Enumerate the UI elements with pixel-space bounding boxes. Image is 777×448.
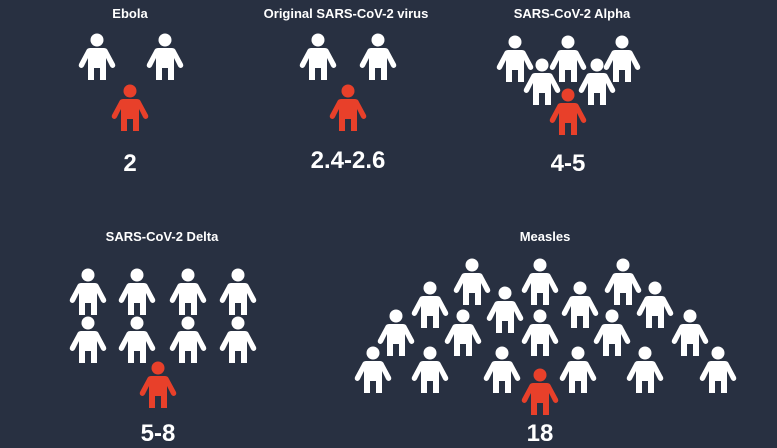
person-icon-contact	[144, 33, 186, 81]
person-icon-contact	[375, 309, 417, 357]
r0-value-alpha: 4-5	[550, 150, 586, 177]
person-icon-contact	[559, 281, 601, 329]
person-icon-contact	[547, 35, 589, 83]
person-icon-contact	[484, 286, 526, 334]
person-icon-contact	[601, 35, 643, 83]
person-icon-contact	[697, 346, 739, 394]
panel-title-measles: Measles	[519, 229, 571, 244]
person-icon-contact	[481, 346, 523, 394]
person-icon-contact	[116, 316, 158, 364]
person-icon-contact	[576, 58, 618, 106]
person-icon-contact	[76, 33, 118, 81]
person-icon-contact	[167, 268, 209, 316]
person-icon-contact	[217, 268, 259, 316]
person-icon-contact	[451, 258, 493, 306]
r0-value-delta: 5-8	[140, 420, 176, 447]
panel-title-original: Original SARS-CoV-2 virus	[263, 6, 429, 21]
person-icon-contact	[357, 33, 399, 81]
person-icon-contact	[409, 281, 451, 329]
panel-title-alpha: SARS-CoV-2 Alpha	[513, 6, 631, 21]
person-icon-infected	[109, 84, 151, 132]
person-icon-infected	[137, 361, 179, 409]
panel-title-delta: SARS-CoV-2 Delta	[105, 229, 219, 244]
person-icon-contact	[519, 258, 561, 306]
person-icon-contact	[591, 309, 633, 357]
r0-value-ebola: 2	[123, 150, 137, 177]
person-icon-infected	[327, 84, 369, 132]
person-icon-infected	[547, 88, 589, 136]
person-icon-contact	[297, 33, 339, 81]
person-icon-contact	[521, 58, 563, 106]
person-icon-contact	[602, 258, 644, 306]
person-icon-contact	[669, 309, 711, 357]
r0-value-original: 2.4-2.6	[310, 147, 386, 174]
person-icon-contact	[217, 316, 259, 364]
person-icon-contact	[557, 346, 599, 394]
person-icon-contact	[624, 346, 666, 394]
person-icon-contact	[116, 268, 158, 316]
person-icon-contact	[67, 316, 109, 364]
person-icon-contact	[519, 309, 561, 357]
person-icon-contact	[409, 346, 451, 394]
person-icon-contact	[352, 346, 394, 394]
person-icon-infected	[519, 368, 561, 416]
person-icon-contact	[442, 309, 484, 357]
person-icon-contact	[167, 316, 209, 364]
person-icon-contact	[634, 281, 676, 329]
person-icon-contact	[67, 268, 109, 316]
person-icon-contact	[494, 35, 536, 83]
r0-value-measles: 18	[526, 420, 554, 447]
panel-title-ebola: Ebola	[112, 6, 148, 21]
